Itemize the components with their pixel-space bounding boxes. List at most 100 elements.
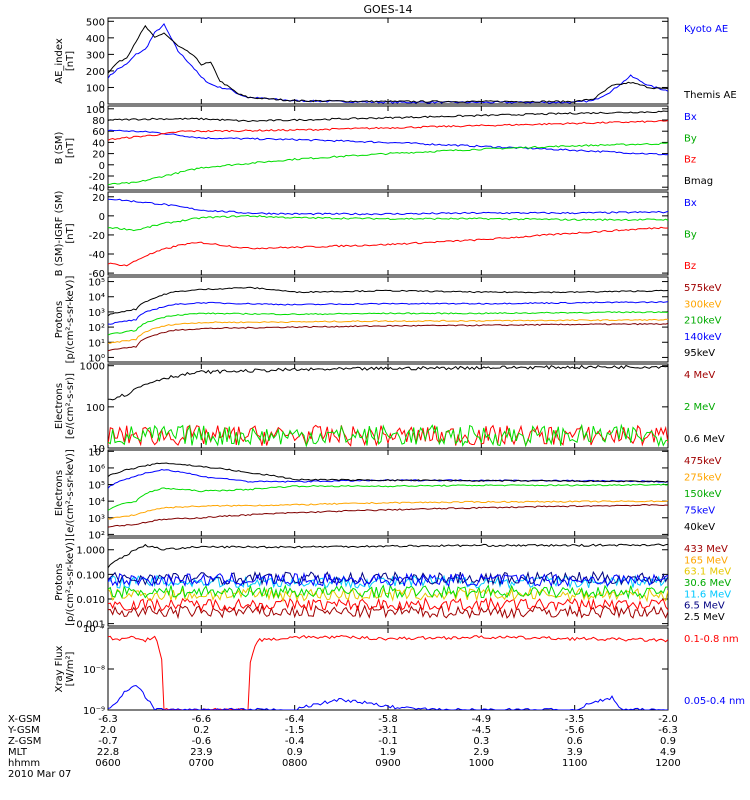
series-group (108, 198, 668, 267)
legend-entry: Bz (684, 155, 696, 166)
y-tick-label: 10⁻⁷ (83, 624, 105, 635)
series-150keV (108, 483, 668, 511)
series-433-MeV (108, 603, 668, 620)
axis-table-value: -6.4 (285, 714, 305, 725)
axis-table-label: X-GSM (8, 714, 41, 725)
legend-entry: Themis AE (683, 90, 737, 101)
y-tick-label: 20 (92, 193, 105, 204)
legend-entry: 150keV (684, 489, 722, 500)
series-0-05-0-4-nm (108, 684, 668, 710)
axis-table-value: 2.0 (100, 725, 116, 736)
legend-entry: 4 MeV (684, 370, 715, 381)
y-tick-label: 10⁵ (88, 278, 105, 289)
legend-entry: 11.6 MeV (684, 589, 731, 600)
y-axis-label: B (SM) (54, 131, 65, 164)
y-tick-label: 1000 (80, 362, 105, 373)
axis-table-value: -0.4 (285, 736, 305, 747)
legend-entry: Kyoto AE (684, 24, 728, 35)
legend-entry: 63.1 MeV (684, 567, 731, 578)
panel-digrf: -60 -40 -20 0 20 B (SM)-IGRF (SM) [nT] Bx By Bz (54, 191, 697, 281)
panel-protons_mev: 0.001 0.010 0.100 1.000 Protons [p/(cm²-s-sr-… (54, 537, 731, 631)
axis-table-value: 1000 (469, 758, 494, 769)
y-tick-label: 80 (92, 116, 105, 127)
legend-entry: 0.1-0.8 nm (684, 634, 739, 645)
y-axis-label: Protons (54, 563, 65, 600)
legend-entry: 433 MeV (684, 544, 728, 555)
y-tick-label: 0 (99, 212, 105, 223)
axis-table-label: Z-GSM (8, 736, 41, 747)
legend-entry: 475keV (684, 456, 722, 467)
axis-table-value: 0.6 (567, 736, 583, 747)
legend-entry: 6.5 MeV (684, 601, 725, 612)
series-group (108, 286, 668, 352)
axis-table-value: -4.9 (472, 714, 492, 725)
y-axis-label: [e/(cm²-s-sr)] (65, 373, 76, 439)
legend-entry: 575keV (684, 283, 722, 294)
legend-entry: Bx (684, 112, 697, 123)
y-tick-label: 100 (86, 403, 105, 414)
series-group (108, 22, 668, 104)
series-By (108, 214, 668, 232)
y-axis-label: [nT] (65, 138, 76, 158)
axis-table-value: -3.1 (378, 725, 398, 736)
legend-entry: 210keV (684, 316, 722, 327)
axis-table-value: 0900 (375, 758, 400, 769)
y-tick-label: -40 (89, 250, 105, 261)
legend-entry: Bz (684, 261, 696, 272)
y-tick-label: 10² (88, 530, 105, 541)
series-475keV (108, 503, 668, 528)
series-300keV (108, 318, 668, 344)
y-tick-label: 0.010 (76, 595, 105, 606)
y-tick-label: 10⁰ (88, 353, 105, 364)
y-tick-label: 10⁴ (88, 293, 105, 304)
axis-table-value: 23.9 (190, 747, 212, 758)
panel-xray: 10⁻⁹ 10⁻⁸ 10⁻⁷ Xray Flux [W/m²] 0.1-0.8 nm 0.0… (54, 624, 745, 717)
plot-title: GOES-14 (363, 3, 412, 16)
y-tick-label: -20 (89, 231, 105, 242)
axis-table-value: 1200 (655, 758, 680, 769)
axis-table-value: 1.9 (380, 747, 396, 758)
series-95keV (108, 286, 668, 317)
legend-entry: By (684, 230, 697, 241)
y-tick-label: 20 (92, 150, 105, 161)
y-axis-label: B (SM)-IGRF (SM) (54, 191, 65, 277)
y-tick-label: 400 (86, 34, 105, 45)
panel-electrons_kev: 10² 10³ 10⁴ 10⁵ 10⁶ 10⁷ Electrons [e/(cm²-s-sr-… (54, 447, 722, 541)
y-tick-label: 1.000 (76, 546, 105, 557)
series-Bz (108, 119, 668, 141)
series-210keV (108, 311, 668, 336)
y-axis-label: [W/m²] (65, 651, 76, 686)
y-tick-label: 10¹ (88, 338, 105, 349)
series-Bx (108, 129, 668, 156)
y-axis-label: Xray Flux (54, 645, 65, 692)
legend-entry: 40keV (684, 522, 715, 533)
y-tick-label: 10⁴ (88, 497, 105, 508)
legend-entry: 0.6 MeV (684, 434, 725, 445)
axis-table-value: -2.0 (658, 714, 678, 725)
axis-table-label: MLT (8, 747, 28, 758)
axis-table-value: 0.3 (473, 736, 489, 747)
y-axis-label: Protons (54, 301, 65, 338)
series-group (108, 110, 668, 186)
series-group (108, 543, 668, 620)
axis-table-value: -1.5 (285, 725, 305, 736)
legend-entry: 0.05-0.4 nm (684, 696, 745, 707)
y-tick-label: 10³ (88, 308, 105, 319)
legend-entry: Bmag (684, 176, 713, 187)
y-tick-label: 10⁻⁸ (83, 665, 105, 676)
series-0-1-0-8-nm (108, 634, 668, 710)
y-tick-label: 60 (92, 127, 105, 138)
axis-table-value: -5.8 (378, 714, 398, 725)
series-165-MeV (108, 596, 668, 613)
axis-table-value: 0.9 (660, 736, 676, 747)
y-tick-label: 0 (99, 161, 105, 172)
legend-entry: 95keV (684, 348, 715, 359)
y-tick-label: 10² (88, 323, 105, 334)
y-axis-label: [p/(cm²-s-sr-keV)] (65, 276, 76, 364)
series-30-6-MeV (108, 583, 668, 600)
panel-ae: 0 100 200 300 400 500 AE_index [nT] Kyoto AE Them… (54, 17, 737, 111)
y-axis-label: [p/(cm²-s-sr-keV)] (65, 538, 76, 626)
series-Bmag (108, 110, 668, 123)
series-group (108, 364, 668, 448)
